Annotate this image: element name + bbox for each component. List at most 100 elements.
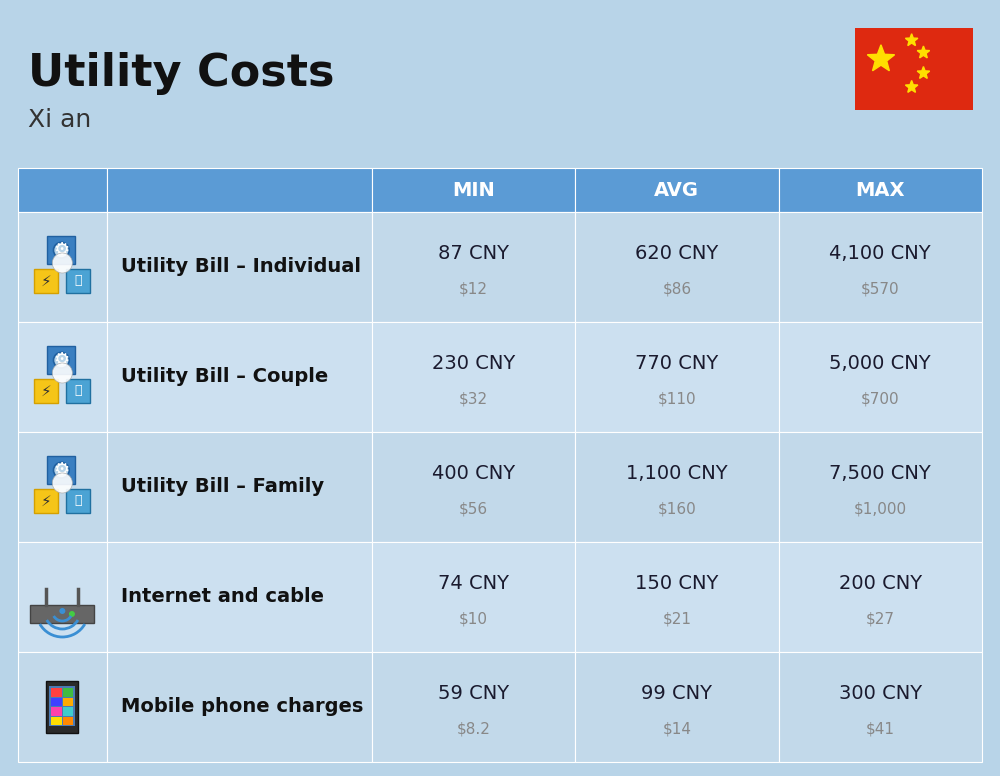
FancyBboxPatch shape [49,686,75,726]
Text: 99 CNY: 99 CNY [641,684,712,703]
Text: $10: $10 [459,611,488,626]
Text: 230 CNY: 230 CNY [432,355,515,373]
Text: ⚙: ⚙ [53,241,69,259]
Text: 1,100 CNY: 1,100 CNY [626,464,728,483]
FancyBboxPatch shape [18,652,107,762]
Text: Utility Costs: Utility Costs [28,52,334,95]
Text: $41: $41 [866,722,895,736]
Text: Utility Bill – Individual: Utility Bill – Individual [121,258,361,276]
Text: 74 CNY: 74 CNY [438,574,509,594]
Text: $1,000: $1,000 [854,501,907,517]
Text: MAX: MAX [856,181,905,199]
FancyBboxPatch shape [34,269,58,293]
Text: $32: $32 [459,392,488,407]
Text: Mobile phone charges: Mobile phone charges [121,698,363,716]
Text: 4,100 CNY: 4,100 CNY [829,244,931,263]
Text: Internet and cable: Internet and cable [121,587,324,607]
Text: ⚙: ⚙ [53,461,69,480]
FancyBboxPatch shape [575,168,779,212]
Text: MIN: MIN [452,181,495,199]
Text: $21: $21 [662,611,691,626]
FancyBboxPatch shape [107,652,372,762]
Text: 5,000 CNY: 5,000 CNY [829,355,931,373]
Circle shape [59,608,65,614]
FancyBboxPatch shape [47,456,75,484]
Text: 150 CNY: 150 CNY [635,574,719,594]
Polygon shape [905,81,918,92]
Text: $8.2: $8.2 [457,722,490,736]
FancyBboxPatch shape [107,542,372,652]
FancyBboxPatch shape [372,212,575,322]
FancyBboxPatch shape [575,652,779,762]
FancyBboxPatch shape [107,212,372,322]
FancyBboxPatch shape [372,432,575,542]
FancyBboxPatch shape [66,269,90,293]
Text: $110: $110 [658,392,696,407]
Circle shape [52,473,72,493]
FancyBboxPatch shape [34,489,58,513]
FancyBboxPatch shape [779,212,982,322]
FancyBboxPatch shape [779,432,982,542]
Text: $14: $14 [662,722,691,736]
Text: 87 CNY: 87 CNY [438,244,509,263]
Text: $56: $56 [459,501,488,517]
FancyBboxPatch shape [66,379,90,403]
FancyBboxPatch shape [575,542,779,652]
FancyBboxPatch shape [63,688,73,697]
FancyBboxPatch shape [46,681,78,733]
FancyBboxPatch shape [372,652,575,762]
Text: AVG: AVG [654,181,699,199]
FancyBboxPatch shape [107,168,372,212]
FancyBboxPatch shape [575,212,779,322]
Text: 200 CNY: 200 CNY [839,574,922,594]
FancyBboxPatch shape [51,688,62,697]
FancyBboxPatch shape [51,716,62,725]
Polygon shape [917,67,930,78]
Text: 🚰: 🚰 [75,275,82,287]
Circle shape [54,352,69,368]
Circle shape [52,363,72,383]
FancyBboxPatch shape [779,322,982,432]
FancyBboxPatch shape [18,212,107,322]
Text: 400 CNY: 400 CNY [432,464,515,483]
Text: 7,500 CNY: 7,500 CNY [829,464,931,483]
Text: ⚡: ⚡ [41,383,52,399]
Polygon shape [917,46,930,58]
FancyBboxPatch shape [63,707,73,715]
Text: 🚰: 🚰 [75,384,82,397]
FancyBboxPatch shape [18,322,107,432]
FancyBboxPatch shape [51,698,62,706]
FancyBboxPatch shape [779,542,982,652]
FancyBboxPatch shape [18,432,107,542]
Polygon shape [867,45,895,71]
FancyBboxPatch shape [47,346,75,374]
Text: 🚰: 🚰 [75,494,82,508]
FancyBboxPatch shape [18,542,107,652]
FancyBboxPatch shape [779,168,982,212]
Text: $700: $700 [861,392,900,407]
Text: $86: $86 [662,282,691,296]
FancyBboxPatch shape [63,698,73,706]
FancyBboxPatch shape [107,432,372,542]
FancyBboxPatch shape [855,28,973,110]
Text: 300 CNY: 300 CNY [839,684,922,703]
FancyBboxPatch shape [51,707,62,715]
Text: 620 CNY: 620 CNY [635,244,719,263]
FancyBboxPatch shape [107,322,372,432]
FancyBboxPatch shape [372,168,575,212]
FancyBboxPatch shape [47,236,75,264]
Text: Utility Bill – Family: Utility Bill – Family [121,477,324,497]
Text: ⚡: ⚡ [41,494,52,508]
Circle shape [52,253,72,273]
Polygon shape [905,33,918,46]
FancyBboxPatch shape [779,652,982,762]
Text: $27: $27 [866,611,895,626]
Text: $160: $160 [658,501,696,517]
FancyBboxPatch shape [63,716,73,725]
Circle shape [69,611,75,617]
FancyBboxPatch shape [372,542,575,652]
FancyBboxPatch shape [575,432,779,542]
Text: ⚙: ⚙ [53,352,69,369]
Circle shape [54,242,69,258]
FancyBboxPatch shape [18,168,107,212]
